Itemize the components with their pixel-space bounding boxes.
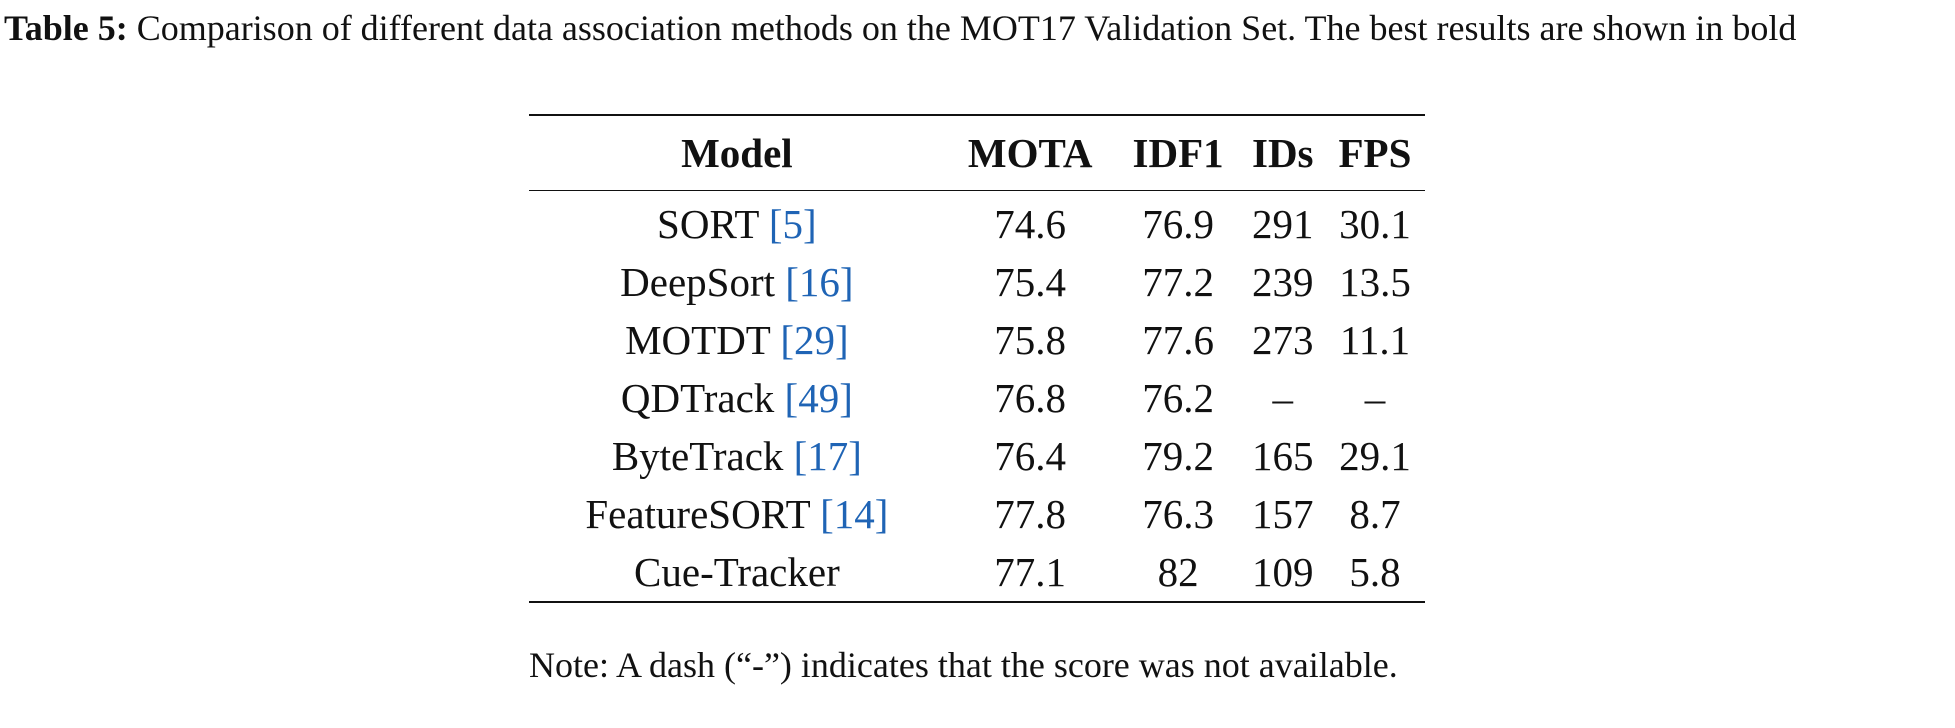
value-cell: 109 bbox=[1240, 543, 1325, 603]
citation: [5] bbox=[768, 201, 817, 247]
model-name: QDTrack bbox=[620, 375, 775, 421]
caption-text: Comparison of different data association… bbox=[136, 8, 1797, 48]
table-row: DeepSort [16] 75.4 77.2 239 13.5 bbox=[529, 253, 1425, 311]
table-row: Cue-Tracker 77.1 82 109 5.8 bbox=[529, 543, 1425, 603]
model-cell: MOTDT [29] bbox=[529, 311, 945, 369]
citation: [14] bbox=[820, 491, 889, 537]
table-row: QDTrack [49] 76.8 76.2 – – bbox=[529, 369, 1425, 427]
value-cell: 77.1 bbox=[944, 543, 1116, 603]
table-row: SORT [5] 74.6 76.9 291 30.1 bbox=[529, 191, 1425, 254]
value-cell: 76.9 bbox=[1142, 201, 1214, 247]
value-cell: 76.8 bbox=[994, 375, 1067, 421]
header-row: Model MOTA IDF1 IDs FPS bbox=[529, 114, 1425, 191]
model-cell: QDTrack [49] bbox=[529, 369, 945, 427]
value-cell: 291 bbox=[1252, 201, 1314, 247]
model-name: Cue-Tracker bbox=[634, 549, 840, 595]
column-header: Model bbox=[529, 114, 945, 191]
value-cell: 77.6 bbox=[1142, 317, 1214, 363]
value-cell: 75.4 bbox=[994, 259, 1067, 305]
caption-label: Table 5: bbox=[4, 8, 128, 48]
table: Model MOTA IDF1 IDs FPS SORT [5] 74.6 76.9 291 3… bbox=[529, 114, 1425, 603]
model-name: ByteTrack bbox=[611, 433, 784, 479]
table-row: MOTDT [29] 75.8 77.6 273 11.1 bbox=[529, 311, 1425, 369]
model-cell: Cue-Tracker bbox=[529, 543, 945, 603]
value-cell: 77.8 bbox=[994, 491, 1067, 537]
value-cell: 8.7 bbox=[1349, 491, 1401, 537]
column-header: IDF1 bbox=[1115, 114, 1241, 191]
model-cell: ByteTrack [17] bbox=[529, 427, 945, 485]
model-name: DeepSort bbox=[620, 259, 776, 305]
table-body: SORT [5] 74.6 76.9 291 30.1 DeepSort [16] 75.4… bbox=[529, 191, 1425, 603]
value-cell: 77.2 bbox=[1142, 259, 1214, 305]
value-cell: 76.4 bbox=[994, 433, 1067, 479]
column-header: MOTA bbox=[944, 114, 1116, 191]
model-name: FeatureSORT bbox=[585, 491, 810, 537]
value-cell: – bbox=[1272, 375, 1294, 421]
model-cell: FeatureSORT [14] bbox=[529, 485, 945, 543]
model-name: MOTDT bbox=[625, 317, 771, 363]
value-cell: 157 bbox=[1252, 491, 1314, 537]
value-cell: 74.6 bbox=[994, 201, 1067, 247]
value-cell: 11.1 bbox=[1339, 317, 1411, 363]
note: Note: A dash (“-”) indicates that the sc… bbox=[529, 645, 1398, 685]
citation: [16] bbox=[785, 259, 854, 305]
value-cell: 29.1 bbox=[1339, 433, 1411, 479]
model-name: SORT bbox=[657, 201, 759, 247]
value-cell: 239 bbox=[1252, 259, 1314, 305]
value-cell: 5.8 bbox=[1324, 543, 1425, 603]
value-cell: 76.2 bbox=[1142, 375, 1214, 421]
column-header: FPS bbox=[1324, 114, 1425, 191]
value-cell: 13.5 bbox=[1339, 259, 1411, 305]
value-cell: 30.1 bbox=[1339, 201, 1411, 247]
citation: [49] bbox=[784, 375, 853, 421]
model-cell: SORT [5] bbox=[529, 191, 945, 254]
value-cell: 79.2 bbox=[1142, 433, 1214, 479]
value-cell: 75.8 bbox=[994, 317, 1067, 363]
value-cell: – bbox=[1364, 375, 1386, 421]
table-row: FeatureSORT [14] 77.8 76.3 157 8.7 bbox=[529, 485, 1425, 543]
citation: [17] bbox=[793, 433, 862, 479]
model-cell: DeepSort [16] bbox=[529, 253, 945, 311]
citation: [29] bbox=[780, 317, 849, 363]
value-cell: 76.3 bbox=[1142, 491, 1214, 537]
caption: Table 5: Comparison of different data as… bbox=[4, 6, 1952, 50]
value-cell: 82 bbox=[1115, 543, 1241, 603]
value-cell: 165 bbox=[1252, 433, 1314, 479]
table-row: ByteTrack [17] 76.4 79.2 165 29.1 bbox=[529, 427, 1425, 485]
column-header: IDs bbox=[1240, 114, 1325, 191]
value-cell: 273 bbox=[1252, 317, 1314, 363]
